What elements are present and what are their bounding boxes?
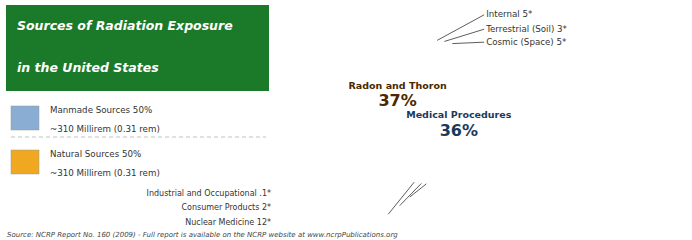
title: Sources of Radiation Exposure (17, 18, 233, 33)
legend-swatch (11, 106, 39, 130)
legend-label: Natural Sources 50% (50, 149, 141, 159)
legend-note: ~310 Millirem (0.31 rem) (50, 168, 160, 178)
leader-line (444, 29, 484, 41)
leader-line (388, 182, 414, 214)
chart: Sources of Radiation Exposure in the Unit… (0, 0, 692, 240)
annotation: Consumer Products 2* (181, 203, 271, 212)
legend-note: ~310 Millirem (0.31 rem) (50, 124, 160, 134)
separator (11, 137, 266, 138)
annotation: Cosmic (Space) 5* (486, 37, 567, 47)
slice-label: 36% (440, 121, 478, 140)
slice-label: Radon and Thoron (349, 80, 447, 91)
left-panel: Sources of Radiation Exposure in the Unit… (6, 5, 269, 178)
legend-item: Manmade Sources 50% ~310 Millirem (0.31 r… (11, 105, 160, 134)
annotation: Internal 5* (486, 9, 533, 19)
footer: Source: NCRP Report No. 160 (2009) - Ful… (7, 231, 398, 239)
leader-line (410, 184, 427, 197)
subtitle: in the United States (17, 60, 159, 75)
title-box (6, 5, 269, 91)
legend-item: Natural Sources 50% ~310 Millirem (0.31 r… (11, 149, 160, 178)
annotation: Terrestrial (Soil) 3* (485, 24, 567, 34)
annotation: Industrial and Occupational .1* (147, 189, 271, 198)
annotations: Medical Procedures36% Radon and Thoron37%… (147, 9, 568, 226)
annotation: Nuclear Medicine 12* (185, 218, 271, 227)
background (0, 0, 692, 240)
legend-label: Manmade Sources 50% (50, 105, 152, 115)
legend-swatch (11, 150, 39, 174)
slice-label: 37% (378, 91, 416, 110)
leader-line (452, 42, 484, 43)
slice-label: Medical Procedures (406, 109, 511, 120)
